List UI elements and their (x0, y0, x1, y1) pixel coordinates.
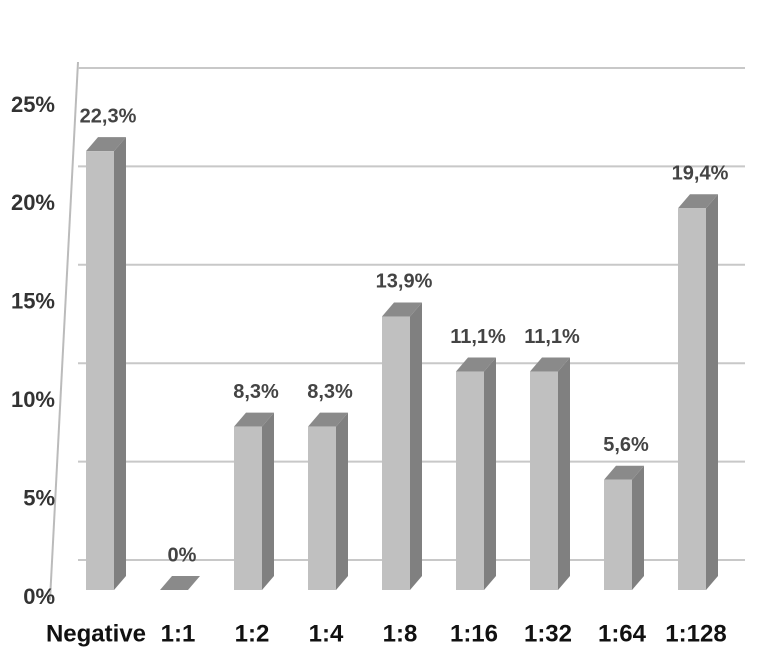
y-tick-label: 10% (11, 387, 55, 412)
left-wall (49, 61, 79, 601)
bar-side (484, 357, 496, 590)
bar-side (262, 412, 274, 590)
bar-front (382, 316, 410, 590)
bar (456, 357, 496, 590)
x-tick-label: 1:128 (665, 620, 726, 647)
y-tick-label: 25% (11, 92, 55, 117)
value-label: 8,3% (307, 381, 353, 403)
value-label: 13,9% (376, 271, 433, 293)
value-label: 19,4% (672, 162, 729, 184)
bar-side (114, 137, 126, 591)
bar-side (558, 357, 570, 590)
bar-front (604, 479, 632, 590)
x-tick-label: 1:16 (450, 620, 498, 647)
y-tick-label: 20% (11, 190, 55, 215)
bar-top (530, 357, 570, 372)
bar-top (382, 302, 422, 317)
bar (678, 194, 718, 590)
bar-front (456, 371, 484, 590)
bar-top (86, 137, 126, 152)
bar (530, 357, 570, 590)
bar-front (530, 371, 558, 590)
bar-side (632, 465, 644, 590)
bar (604, 465, 644, 590)
bar-top (604, 465, 644, 480)
bar (382, 302, 422, 590)
y-tick-label: 0% (23, 584, 55, 609)
bar-top (160, 576, 200, 590)
bar-top (234, 412, 274, 427)
bar-top (678, 194, 718, 209)
value-label: 5,6% (603, 434, 649, 456)
bar-top (456, 357, 496, 372)
x-tick-label: 1:32 (524, 620, 572, 647)
bar-side (336, 412, 348, 590)
value-label: 0% (168, 544, 197, 566)
x-tick-label: 1:4 (309, 620, 344, 647)
bar (86, 137, 126, 591)
value-label: 8,3% (233, 381, 279, 403)
value-label: 11,1% (450, 326, 506, 348)
x-tick-label: Negative (46, 620, 146, 647)
bar-front (308, 426, 336, 590)
x-tick-label: 1:8 (383, 620, 418, 647)
value-label: 22,3% (80, 105, 137, 127)
value-label: 11,1% (524, 326, 580, 348)
bar-side (706, 194, 718, 590)
bar-front (86, 151, 114, 591)
y-tick-label: 5% (23, 485, 55, 510)
bar (308, 412, 348, 590)
bar-front (678, 208, 706, 590)
bar (234, 412, 274, 590)
bar-side (410, 302, 422, 590)
bar (160, 576, 200, 590)
x-tick-label: 1:64 (598, 620, 647, 647)
bar-front (234, 426, 262, 590)
y-tick-label: 15% (11, 289, 55, 314)
x-tick-label: 1:2 (235, 620, 270, 647)
bar-top (308, 412, 348, 427)
x-tick-label: 1:1 (161, 620, 196, 647)
